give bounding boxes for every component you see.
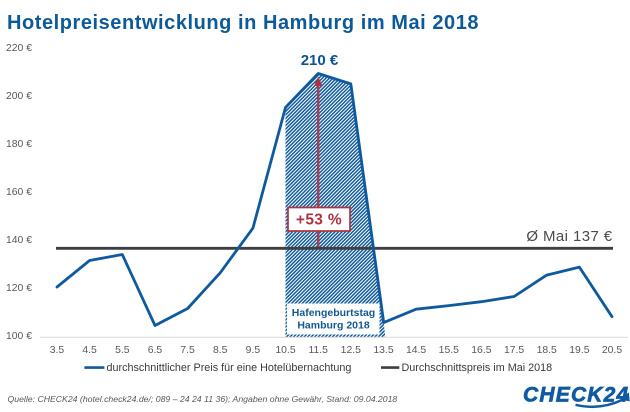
svg-text:140 €: 140 € bbox=[6, 235, 32, 246]
svg-text:120 €: 120 € bbox=[6, 283, 32, 294]
svg-text:19.5: 19.5 bbox=[569, 345, 589, 356]
svg-text:5.5: 5.5 bbox=[115, 345, 130, 356]
svg-text:17.5: 17.5 bbox=[504, 345, 524, 356]
svg-text:210 €: 210 € bbox=[301, 52, 339, 69]
svg-text:7.5: 7.5 bbox=[180, 345, 195, 356]
svg-text:3.5: 3.5 bbox=[50, 345, 65, 356]
svg-text:16.5: 16.5 bbox=[471, 345, 491, 356]
svg-text:20.5: 20.5 bbox=[602, 345, 622, 356]
svg-text:+53 %: +53 % bbox=[296, 212, 342, 229]
svg-text:10.5: 10.5 bbox=[275, 345, 295, 356]
svg-text:9.5: 9.5 bbox=[246, 345, 261, 356]
svg-text:180 €: 180 € bbox=[6, 139, 32, 150]
svg-text:12.5: 12.5 bbox=[341, 345, 361, 356]
svg-text:6.5: 6.5 bbox=[148, 345, 163, 356]
svg-text:Hotelpreisentwicklung in Hambu: Hotelpreisentwicklung in Hamburg im Mai … bbox=[7, 12, 479, 34]
svg-text:8.5: 8.5 bbox=[213, 345, 228, 356]
svg-text:13.5: 13.5 bbox=[373, 345, 393, 356]
svg-text:CHECK24: CHECK24 bbox=[523, 384, 629, 407]
svg-text:18.5: 18.5 bbox=[537, 345, 557, 356]
svg-text:200 €: 200 € bbox=[6, 91, 32, 102]
svg-text:Durchschnittspreis im Mai 2018: Durchschnittspreis im Mai 2018 bbox=[402, 362, 553, 374]
svg-text:durchschnittlicher Preis für e: durchschnittlicher Preis für eine Hotelü… bbox=[107, 362, 352, 374]
svg-text:100 €: 100 € bbox=[6, 331, 32, 342]
svg-text:14.5: 14.5 bbox=[406, 345, 426, 356]
svg-text:Ø Mai 137 €: Ø Mai 137 € bbox=[526, 228, 612, 245]
svg-text:Quelle: CHECK24 (hotel.check24: Quelle: CHECK24 (hotel.check24.de/; 089 … bbox=[8, 394, 398, 404]
svg-text:Hamburg 2018: Hamburg 2018 bbox=[297, 320, 370, 332]
svg-text:220 €: 220 € bbox=[6, 43, 32, 54]
svg-text:4.5: 4.5 bbox=[82, 345, 97, 356]
svg-text:160 €: 160 € bbox=[6, 187, 32, 198]
svg-text:15.5: 15.5 bbox=[439, 345, 459, 356]
svg-text:Hafengeburtstag: Hafengeburtstag bbox=[292, 307, 375, 319]
svg-text:11.5: 11.5 bbox=[308, 345, 328, 356]
